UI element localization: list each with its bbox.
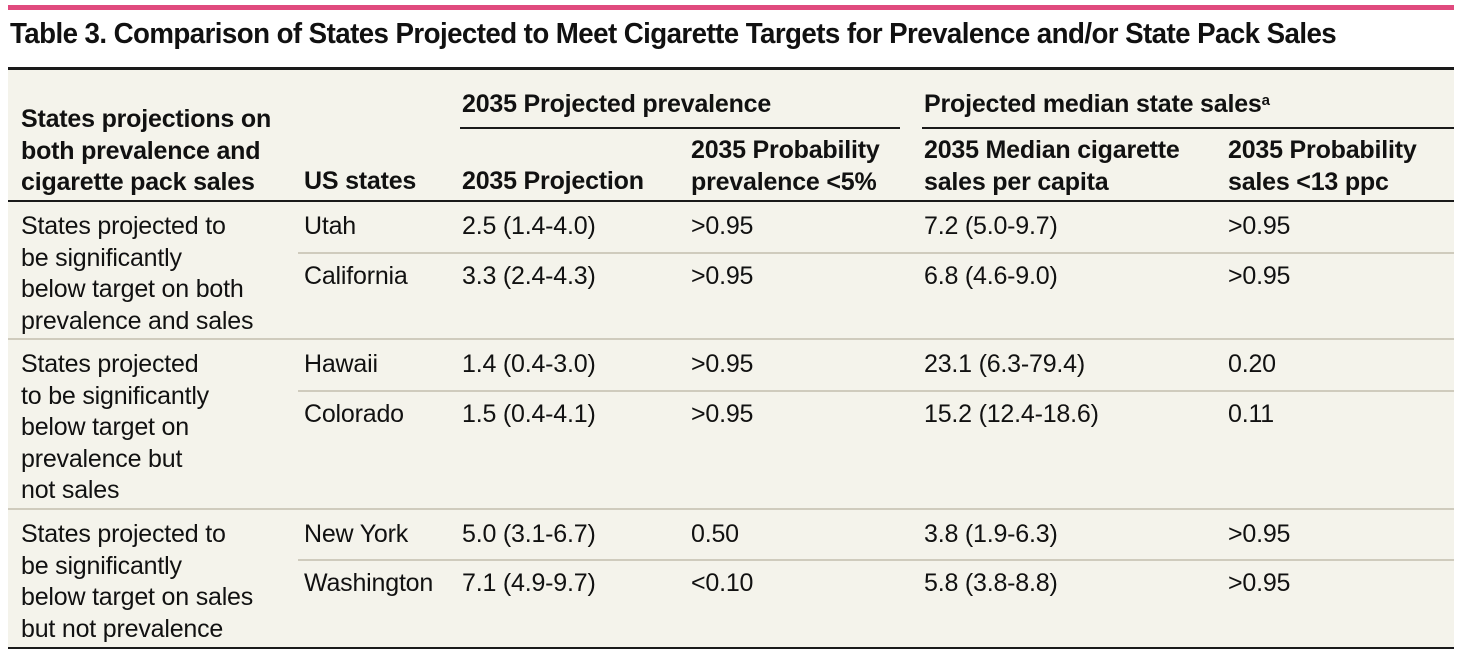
cell-projection: 3.3 (2.4-4.3) [462,262,596,290]
cell-prob-prevalence: <0.10 [691,569,754,597]
cell-prob-sales: >0.95 [1228,569,1291,597]
cell-prob-prevalence: 0.50 [691,520,739,548]
footnote-marker: a [1261,92,1270,109]
cell-projection: 5.0 (3.1-6.7) [462,520,596,548]
cell-projection: 7.1 (4.9-9.7) [462,569,596,597]
header-rule [8,200,1454,202]
header-median-sales: 2035 Median cigarette sales per capita [924,136,1180,196]
cell-prob-sales: 0.20 [1228,350,1276,378]
cell-median-sales: 5.8 (3.8-8.8) [924,569,1058,597]
group-divider [8,508,1454,510]
header-col-us-states: US states [304,167,417,195]
cell-median-sales: 15.2 (12.4-18.6) [924,400,1099,428]
header-group-prevalence: 2035 Projected prevalence [462,90,772,118]
cell-state: Utah [304,212,357,240]
group-label: States projected to be significantly bel… [21,212,254,335]
cell-median-sales: 3.8 (1.9-6.3) [924,520,1058,548]
header-2035-projection: 2035 Projection [462,167,644,195]
cell-state: Hawaii [304,350,378,378]
row-divider [298,559,1454,561]
row-divider [298,390,1454,392]
cell-projection: 1.5 (0.4-4.1) [462,400,596,428]
cell-state: New York [304,520,409,548]
cell-prob-sales: >0.95 [1228,212,1291,240]
table-title: Table 3. Comparison of States Projected … [10,18,1337,50]
header-group-sales: Projected median state salesa [924,90,1270,118]
group-rule-prevalence [460,127,900,129]
group-rule-sales [922,127,1454,129]
cell-projection: 2.5 (1.4-4.0) [462,212,596,240]
cell-prob-prevalence: >0.95 [691,212,754,240]
header-prob-sales: 2035 Probability sales <13 ppc [1228,136,1417,196]
cell-prob-sales: >0.95 [1228,262,1291,290]
cell-median-sales: 7.2 (5.0-9.7) [924,212,1058,240]
cell-median-sales: 6.8 (4.6-9.0) [924,262,1058,290]
cell-state: Washington [304,569,434,597]
accent-bar [8,5,1454,10]
row-divider [298,252,1454,254]
header-col-projections: States projections on both prevalence an… [21,105,272,196]
cell-prob-sales: 0.11 [1228,400,1275,428]
cell-state: California [304,262,408,290]
cell-median-sales: 23.1 (6.3-79.4) [924,350,1085,378]
group-label: States projected to be significantly bel… [21,350,209,504]
cell-prob-sales: >0.95 [1228,520,1291,548]
cell-projection: 1.4 (0.4-3.0) [462,350,596,378]
cell-state: Colorado [304,400,404,428]
cell-prob-prevalence: >0.95 [691,262,754,290]
cell-prob-prevalence: >0.95 [691,400,754,428]
group-label: States projected to be significantly bel… [21,520,254,643]
group-divider [8,338,1454,340]
cell-prob-prevalence: >0.95 [691,350,754,378]
header-prob-prevalence: 2035 Probability prevalence <5% [691,136,880,196]
data-table: States projections on both prevalence an… [8,67,1454,649]
